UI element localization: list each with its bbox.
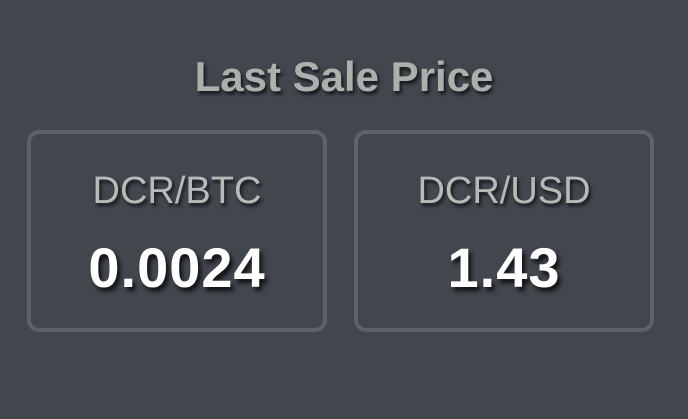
price-value: 0.0024: [88, 236, 266, 299]
price-card-dcr-btc: DCR/BTC 0.0024: [27, 130, 327, 332]
price-value: 1.43: [447, 236, 561, 299]
price-card-dcr-usd: DCR/USD 1.43: [354, 130, 654, 332]
pair-label: DCR/USD: [417, 170, 591, 212]
panel-title: Last Sale Price: [194, 53, 494, 100]
pair-label: DCR/BTC: [92, 170, 262, 212]
